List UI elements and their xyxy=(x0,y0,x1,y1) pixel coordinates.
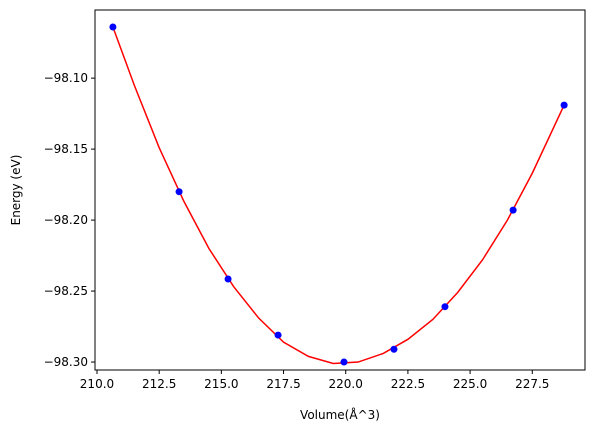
data-point xyxy=(109,23,117,31)
x-tick-label: 217.5 xyxy=(266,377,300,391)
data-point xyxy=(340,358,348,366)
y-tick-label: −98.15 xyxy=(44,142,88,156)
data-point xyxy=(390,345,398,353)
x-tick-label: 212.5 xyxy=(142,377,176,391)
y-tick-label: −98.20 xyxy=(44,213,88,227)
y-tick-label: −98.30 xyxy=(44,355,88,369)
x-tick-label: 215.0 xyxy=(204,377,238,391)
plot-frame xyxy=(94,9,586,371)
x-tick-label: 222.5 xyxy=(391,377,425,391)
y-axis-label: Energy (eV) xyxy=(9,155,23,226)
x-tick-label: 227.5 xyxy=(515,377,549,391)
data-point xyxy=(224,275,232,283)
y-tick-label: −98.10 xyxy=(44,71,88,85)
data-point xyxy=(441,303,449,311)
x-tick-label: 220.0 xyxy=(329,377,363,391)
data-point xyxy=(509,206,517,214)
data-point xyxy=(274,331,282,339)
data-point xyxy=(175,188,183,196)
fit-line xyxy=(112,26,565,365)
x-tick-label: 225.0 xyxy=(453,377,487,391)
data-point xyxy=(560,101,568,109)
x-axis-label: Volume(Å^3) xyxy=(300,407,380,422)
y-tick-label: −98.25 xyxy=(44,284,88,298)
x-tick-label: 210.0 xyxy=(80,377,114,391)
